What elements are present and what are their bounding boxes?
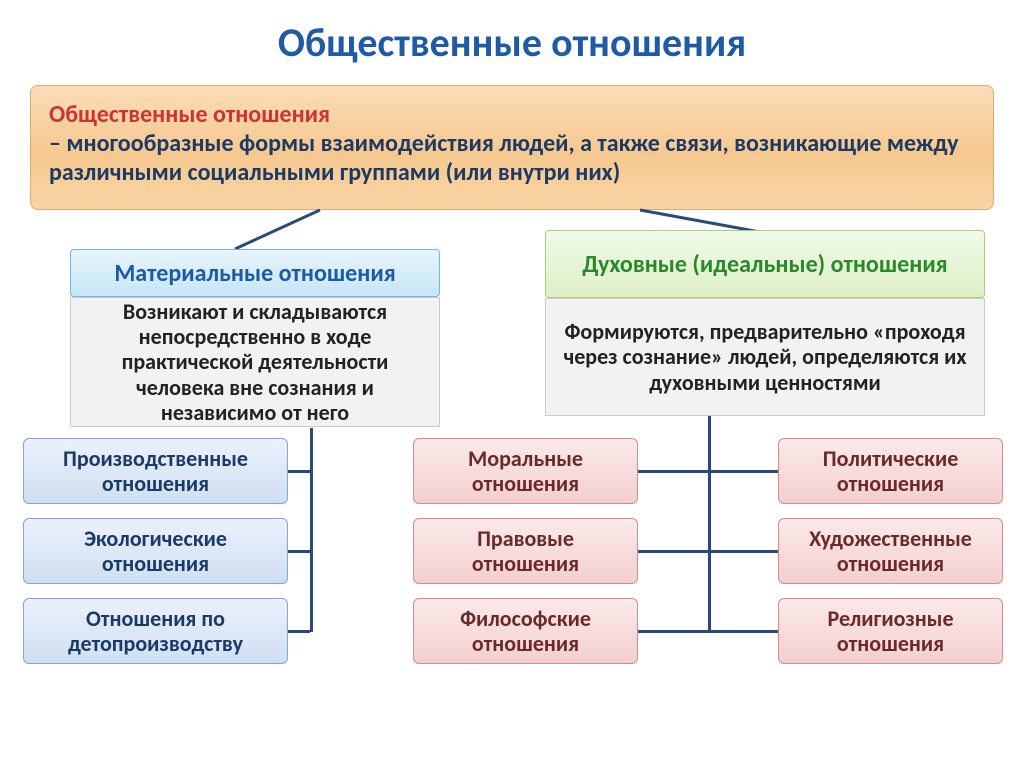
left-leaf-2: Отношения по детопроизводству (23, 598, 288, 664)
right-leaf-right-2: Религиозные отношения (778, 598, 1003, 664)
right-leaf-right-0: Политические отношения (778, 438, 1003, 504)
right-leaf-left-1: Правовые отношения (413, 518, 638, 584)
definition-body: – многообразные формы взаимодействия люд… (49, 129, 975, 187)
right-branch-header: Духовные (идеальные) отношения (545, 230, 985, 298)
left-leaf-0: Производственные отношения (23, 438, 288, 504)
right-leaf-left-0: Моральные отношения (413, 438, 638, 504)
left-branch-body: Возникают и складываются непосредственно… (70, 297, 440, 427)
page-title: Общественные отношения (0, 0, 1024, 77)
left-branch-header: Материальные отношения (70, 249, 440, 297)
right-leaf-right-1: Художественные отношения (778, 518, 1003, 584)
left-leaf-1: Экологические отношения (23, 518, 288, 584)
right-leaf-left-2: Философские отношения (413, 598, 638, 664)
definition-term: Общественные отношения (49, 100, 975, 129)
right-branch-body: Формируются, предварительно «проходя чер… (545, 298, 985, 416)
definition-box: Общественные отношения – многообразные ф… (30, 85, 994, 210)
